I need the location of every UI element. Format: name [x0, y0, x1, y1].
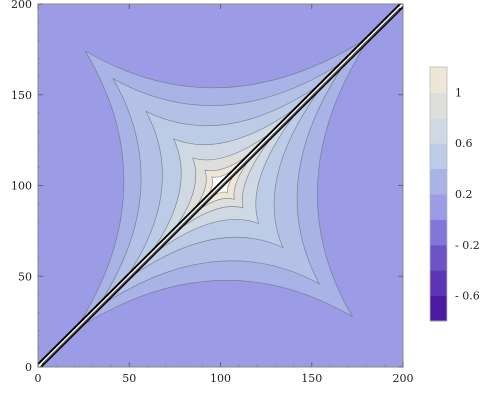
y-tick-label: 50 [18, 270, 32, 283]
legend-frame [429, 66, 448, 322]
legend-swatch [430, 92, 447, 119]
x-axis: 0 50 100 150 200 [35, 4, 414, 385]
x-tick-label: 50 [122, 372, 136, 385]
x-tick-label: 100 [210, 372, 231, 385]
contour-bands [38, 4, 403, 367]
legend-swatch [430, 168, 447, 195]
legend-swatch [430, 244, 447, 271]
x-tick-label: 200 [393, 372, 414, 385]
x-tick-label: 150 [301, 372, 322, 385]
legend-label: - 0.6 [455, 290, 480, 303]
y-tick-label: 200 [11, 0, 32, 11]
diagonal-ridge-inner [38, 4, 403, 367]
legend-swatch [430, 295, 447, 322]
plot-area [37, 3, 404, 368]
x-tick-label: 0 [35, 372, 42, 385]
y-tick-label: 100 [11, 180, 32, 193]
legend-label: 0.2 [455, 188, 473, 201]
y-axis: 0 50 100 150 200 [11, 0, 403, 374]
legend-swatch [430, 143, 447, 170]
legend-swatch [430, 117, 447, 144]
legend-label: - 0.2 [455, 239, 480, 252]
legend: 1 0.6 0.2 - 0.2 - 0.6 [429, 66, 480, 322]
legend-swatch [430, 270, 447, 297]
y-tick-label: 0 [25, 361, 32, 374]
diagonal-ridge-edge-2 [43, 9, 400, 364]
legend-swatch [430, 194, 447, 220]
y-tick-label: 150 [11, 89, 32, 102]
legend-swatch [430, 219, 447, 246]
legend-label: 1 [455, 86, 462, 99]
legend-swatch [430, 67, 447, 93]
diagonal-ridge-edge-1 [41, 7, 401, 365]
legend-label: 0.6 [455, 137, 473, 150]
